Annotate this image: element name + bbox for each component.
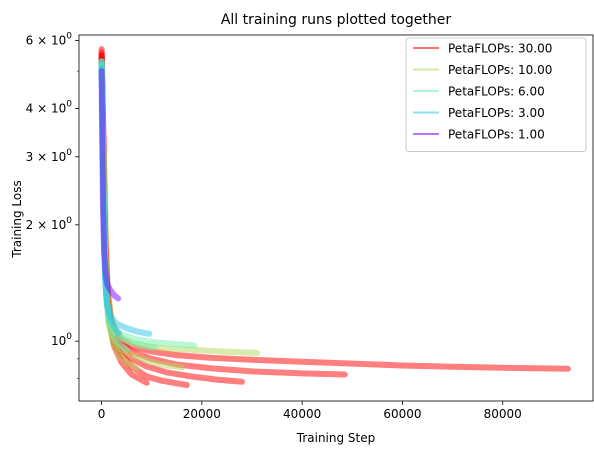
legend-label: PetaFLOPs: 6.00 [448, 85, 545, 99]
x-tick-label: 20000 [183, 407, 221, 421]
legend-label: PetaFLOPs: 30.00 [448, 42, 552, 56]
y-tick-label: 100 [51, 332, 72, 348]
x-axis: 0 20000 40000 60000 80000 [98, 401, 522, 421]
x-tick-label: 80000 [484, 407, 522, 421]
series-0-run-3-line [98, 52, 348, 378]
chart-title: All training runs plotted together [221, 12, 452, 28]
legend: PetaFLOPs: 30.00 PetaFLOPs: 10.00 PetaFLOP… [405, 37, 587, 152]
series-3-run-1-line [98, 64, 153, 337]
series-2-run-2-line [98, 61, 198, 349]
legend-label: PetaFLOPs: 10.00 [448, 63, 552, 77]
x-tick-label: 40000 [283, 407, 321, 421]
y-tick-label: 3 × 100 [26, 148, 73, 164]
plot-lines [98, 46, 571, 388]
y-tick-label: 2 × 100 [26, 216, 73, 232]
y-tick-label: 6 × 100 [26, 32, 73, 48]
axes-frame [78, 34, 594, 402]
legend-label: PetaFLOPs: 1.00 [448, 128, 545, 142]
y-tick-label: 4 × 100 [26, 100, 73, 116]
x-tick-label: 0 [98, 407, 106, 421]
legend-box [405, 37, 587, 152]
series-4-run-0-line [98, 68, 122, 302]
y-axis-label: Training Loss [10, 180, 24, 258]
series-1-run-2-line [101, 148, 260, 356]
legend-label: PetaFLOPs: 3.00 [448, 106, 545, 120]
y-axis: 100 2 × 100 3 × 100 4 × 100 6 × 100 [26, 32, 79, 379]
x-axis-label: Training Step [296, 431, 376, 445]
x-tick-label: 60000 [383, 407, 421, 421]
